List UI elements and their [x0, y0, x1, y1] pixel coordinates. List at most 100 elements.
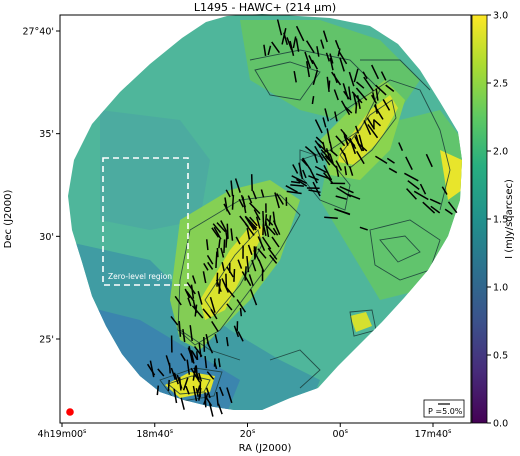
polarization-vector [275, 193, 284, 205]
polarization-vector [212, 223, 222, 234]
polarization-vector [233, 268, 236, 282]
polarization-vector [262, 221, 265, 236]
polarization-vector [362, 71, 368, 80]
polarization-vector [320, 152, 331, 166]
polarization-vector [315, 173, 333, 181]
polarization-vector [198, 342, 202, 358]
polarization-vector [205, 239, 209, 251]
polarization-vector [372, 118, 382, 127]
colorbar [471, 14, 488, 424]
polarization-vector [192, 385, 198, 402]
polarization-vector [356, 150, 365, 165]
polarization-vector [250, 174, 253, 192]
polarization-vector [335, 165, 340, 177]
polarization-vector [308, 175, 319, 181]
polarization-vector [356, 95, 361, 110]
polarization-vector [339, 147, 346, 157]
polarization-vector [252, 190, 257, 200]
polarization-vector [187, 297, 192, 307]
polarization-vector [214, 334, 219, 344]
polarization-vector [195, 388, 199, 397]
polarization-vector [205, 387, 211, 399]
polarization-vector [333, 89, 339, 101]
polarization-vector [326, 76, 330, 92]
polarization-vector [301, 157, 312, 172]
polarization-vector [308, 189, 321, 194]
polarization-vector [187, 347, 195, 364]
y-axis: 27°40' 35' 30' 25' [22, 27, 60, 346]
polarization-vector [186, 291, 195, 302]
polarization-vector [325, 52, 331, 62]
polarization-vector [182, 328, 186, 343]
polarization-vector [253, 246, 256, 260]
polarization-vector [322, 141, 327, 153]
polarization-vector [207, 261, 214, 270]
polarization-vector [206, 255, 214, 265]
polarization-vector [257, 248, 267, 259]
polarization-vector [262, 224, 267, 236]
x-tick-label: 20s [240, 427, 256, 440]
polarization-vector [203, 336, 206, 352]
polarization-vector [198, 372, 203, 382]
polarization-vector [233, 325, 240, 338]
intensity-map-body [68, 14, 462, 410]
polarization-vector [359, 226, 368, 231]
polarization-vector [276, 19, 283, 36]
polarization-vector [216, 222, 226, 233]
chart-title: L1495 - HAWC+ (214 μm) [194, 1, 336, 14]
colorbar-tick-label: 2.5 [493, 79, 508, 90]
polarization-vector [185, 385, 190, 395]
polarization-vector [210, 308, 218, 320]
polarization-vector [220, 220, 228, 233]
polarization-vector [205, 334, 210, 346]
polarization-vector [182, 377, 189, 391]
polarization-vector [340, 128, 348, 138]
polarization-vector [335, 195, 347, 200]
polarization-vectors [146, 19, 458, 417]
polarization-vector [425, 153, 433, 168]
polarization-vector [324, 108, 330, 122]
x-axis: 4h19m00s 18m40s 20s 00s 17m40s [38, 423, 452, 440]
y-tick-label: 30' [39, 232, 54, 243]
polarization-vector [441, 186, 448, 195]
polarization-vector [225, 189, 231, 198]
polarization-vector [334, 111, 338, 122]
polarization-vector [292, 36, 297, 49]
axes-frame [59, 14, 472, 424]
polarization-vector [333, 73, 338, 84]
polarization-vector [202, 271, 207, 284]
polarization-vector [337, 48, 341, 57]
polarization-vector [241, 271, 252, 287]
polarization-vector [239, 307, 243, 317]
polarization-vector [355, 102, 358, 114]
polarization-vector [170, 315, 179, 326]
polarization-vector [325, 148, 331, 162]
colorbar-tick-label: 0.5 [493, 351, 508, 362]
polarization-vector [274, 192, 280, 209]
polarization-vector [267, 45, 272, 56]
polarization-vector [290, 180, 301, 184]
polarization-vector [211, 320, 219, 333]
polarization-vector [422, 201, 436, 214]
polarization-vector [312, 181, 321, 197]
polarization-vector [231, 194, 235, 210]
polarization-vector [308, 55, 314, 65]
polarization-vector [320, 39, 325, 49]
polarization-vector [206, 371, 215, 380]
polarization-vector [224, 285, 235, 298]
polarization-vector [322, 117, 327, 128]
polarization-vector [302, 169, 307, 179]
polarization-vector [221, 262, 225, 272]
polarization-vector [375, 88, 379, 101]
polarization-vector [271, 236, 280, 248]
polarization-vector [323, 164, 332, 181]
polarization-vector [330, 149, 338, 157]
polarization-vector [192, 365, 197, 381]
polarization-vector [348, 165, 354, 176]
polarization-vector [406, 188, 417, 200]
polarization-vector [226, 303, 233, 311]
polarization-vector [286, 190, 302, 195]
polarization-vector [338, 50, 348, 65]
polarization-vector [239, 215, 249, 228]
polarization-vector [204, 356, 208, 369]
